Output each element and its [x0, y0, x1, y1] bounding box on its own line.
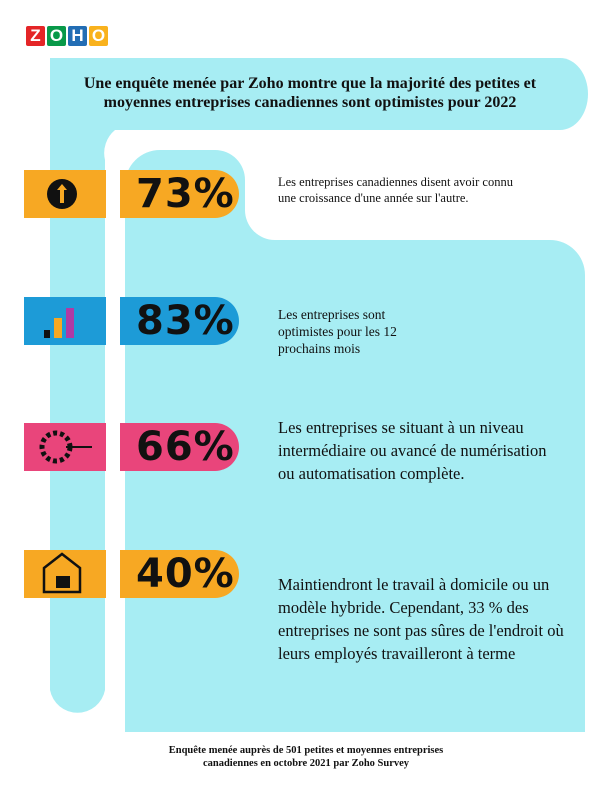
stat-pill — [120, 297, 239, 345]
stat-pill — [120, 170, 239, 218]
stat-pill — [120, 550, 239, 598]
icon-band — [24, 550, 106, 598]
stat-value: 66% — [136, 424, 235, 470]
icon — [66, 308, 74, 338]
icon — [44, 330, 50, 338]
footer-line: Enquête menée auprès de 501 petites et m… — [168, 745, 444, 756]
logo: Z O H O — [26, 26, 108, 46]
stat-value: 83% — [136, 298, 235, 344]
stat-description: Maintiendront le travail à domicile ou u… — [278, 575, 564, 663]
footer-line: canadiennes en octobre 2021 par Zoho Sur… — [202, 758, 410, 769]
title-line: Une enquête menée par Zoho montre que la… — [83, 75, 537, 92]
icon-band — [24, 423, 106, 471]
header-band — [50, 58, 588, 130]
icon — [56, 576, 70, 588]
main-panel — [125, 150, 585, 732]
stat-pill — [120, 423, 239, 471]
icon-band — [24, 297, 106, 345]
stat-description: Les entreprises se situant à un niveau i… — [278, 418, 547, 483]
logo-letter: Z — [26, 26, 45, 46]
stat-value: 73% — [136, 171, 235, 217]
logo-letter: H — [68, 26, 87, 46]
title-line: moyennes entreprises canadiennes sont op… — [103, 94, 517, 111]
logo-letter: O — [89, 26, 108, 46]
logo-letter: O — [47, 26, 66, 46]
stat-description: Les entreprises sont optimistes pour les… — [278, 307, 397, 356]
stat-description: Les entreprises canadiennes disent avoir… — [278, 175, 513, 205]
footer: Enquête menée auprès de 501 petites et m… — [100, 744, 512, 770]
icon — [57, 184, 67, 203]
stat-value: 40% — [136, 551, 235, 597]
icon — [54, 318, 62, 338]
icon — [42, 552, 82, 594]
title: Une enquête menée par Zoho montre que la… — [40, 74, 580, 112]
